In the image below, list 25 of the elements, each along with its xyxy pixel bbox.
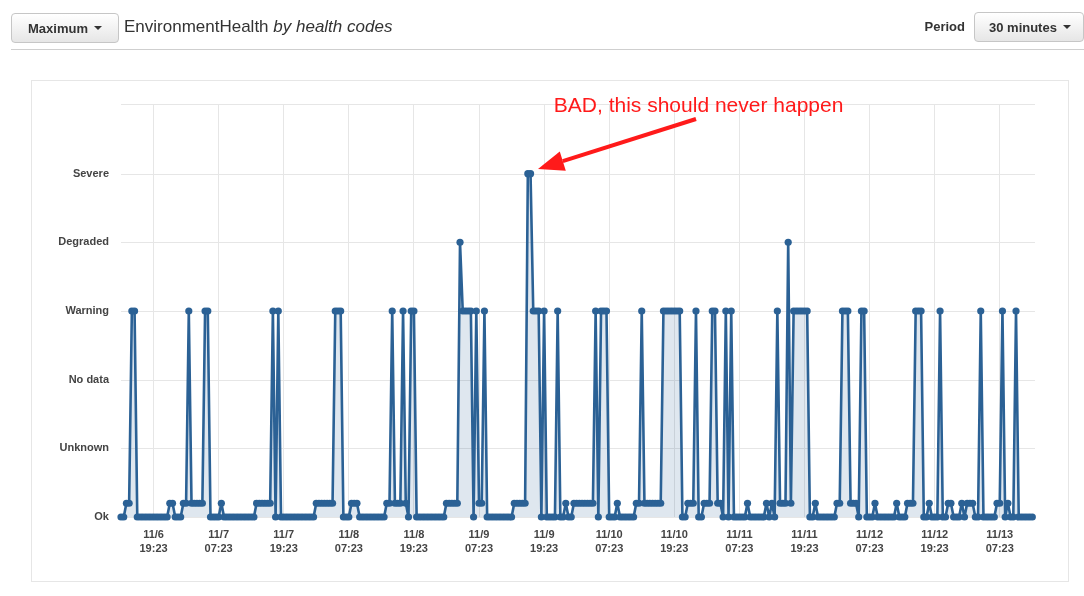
x-tick-label: 11/6 19:23 bbox=[139, 527, 168, 555]
ref-line-label: Degraded bbox=[58, 235, 109, 248]
dropdown-button[interactable]: 30 minutes bbox=[974, 12, 1084, 42]
x-tick-label: 11/7 07:23 bbox=[204, 527, 233, 555]
annotation: BAD, this should never happen bbox=[553, 92, 844, 116]
ref-line-label: Unknown bbox=[59, 441, 110, 454]
x-tick-label: 11/11 19:23 bbox=[790, 527, 819, 555]
x-tick-label: 11/13 07:23 bbox=[985, 527, 1014, 555]
x-tick-label: 11/10 19:23 bbox=[660, 527, 689, 555]
ref-line-label: Warning bbox=[65, 304, 109, 317]
text: Period bbox=[924, 19, 965, 34]
chart-title: EnvironmentHealth by health codes bbox=[124, 17, 393, 36]
x-tick-label: 11/8 19:23 bbox=[399, 527, 428, 555]
x-tick-label: 11/7 19:23 bbox=[269, 527, 298, 555]
ref-line-label: Severe bbox=[72, 166, 109, 179]
x-tick-label: 11/12 07:23 bbox=[855, 527, 884, 555]
x-tick-label: 11/12 19:23 bbox=[920, 527, 949, 555]
x-tick-label: 11/9 07:23 bbox=[464, 527, 494, 555]
ref-line-label: No data bbox=[68, 372, 110, 385]
x-tick-label: 11/10 07:23 bbox=[595, 527, 624, 555]
x-tick-label: 11/11 07:23 bbox=[725, 527, 754, 555]
dropdown-button[interactable]: Maximum bbox=[11, 13, 119, 43]
x-tick-label: 11/8 07:23 bbox=[334, 527, 363, 555]
x-tick-label: 11/9 19:23 bbox=[530, 527, 559, 555]
text: Ok bbox=[94, 510, 110, 523]
